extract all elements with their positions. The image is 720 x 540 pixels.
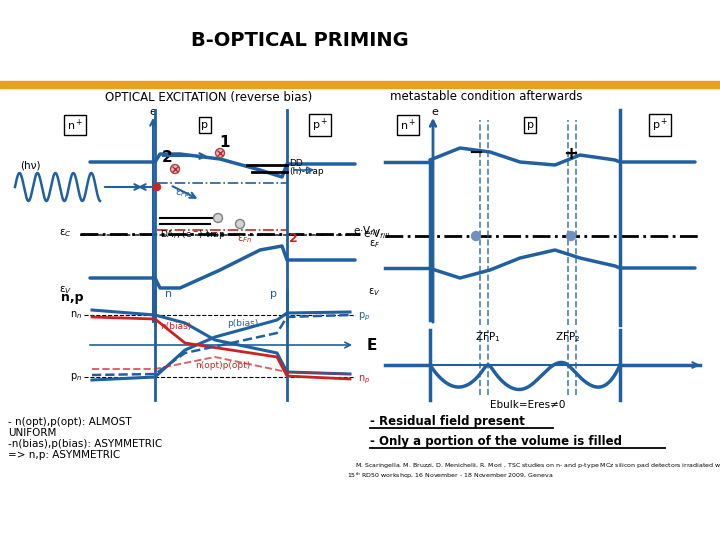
Text: 2: 2 bbox=[161, 150, 172, 165]
Text: n$^+$: n$^+$ bbox=[67, 117, 83, 133]
Text: Ebulk=Eres≠0: Ebulk=Eres≠0 bbox=[490, 400, 566, 410]
Text: p$_p$: p$_p$ bbox=[358, 311, 370, 323]
Text: e·V$_{fill}$: e·V$_{fill}$ bbox=[363, 227, 390, 241]
Text: B-OPTICAL PRIMING: B-OPTICAL PRIMING bbox=[191, 30, 409, 50]
Text: 1: 1 bbox=[220, 135, 230, 150]
Text: => n,p: ASYMMETRIC: => n,p: ASYMMETRIC bbox=[8, 450, 120, 460]
Text: -n(bias),p(bias): ASYMMETRIC: -n(bias),p(bias): ASYMMETRIC bbox=[8, 439, 162, 449]
Circle shape bbox=[472, 232, 480, 240]
Circle shape bbox=[214, 213, 222, 222]
Text: p$_n$: p$_n$ bbox=[70, 371, 82, 383]
Text: ZFP$_1$: ZFP$_1$ bbox=[475, 330, 500, 344]
Text: 15$^{th}$ RD50 workshop, 16 November - 18 November 2009, Geneva: 15$^{th}$ RD50 workshop, 16 November - 1… bbox=[347, 471, 553, 481]
Text: n,p: n,p bbox=[61, 291, 84, 303]
Text: ε$_C$: ε$_C$ bbox=[59, 227, 72, 239]
Text: +: + bbox=[564, 145, 578, 163]
Text: e: e bbox=[431, 107, 438, 117]
Text: UNIFORM: UNIFORM bbox=[8, 428, 56, 438]
Text: ε$_V$: ε$_V$ bbox=[368, 286, 380, 298]
Text: p: p bbox=[202, 120, 209, 130]
Circle shape bbox=[171, 165, 179, 173]
Text: e: e bbox=[150, 107, 156, 117]
Text: metastable condition afterwards: metastable condition afterwards bbox=[390, 91, 582, 104]
Circle shape bbox=[215, 148, 225, 158]
Text: n: n bbox=[165, 289, 172, 299]
Text: ε$_{Fp}$: ε$_{Fp}$ bbox=[175, 188, 190, 200]
Text: p: p bbox=[526, 120, 534, 130]
Text: p: p bbox=[270, 289, 277, 299]
Text: ε$_V$: ε$_V$ bbox=[59, 284, 72, 296]
Text: ZFP$_2$: ZFP$_2$ bbox=[555, 330, 580, 344]
Text: E: E bbox=[366, 338, 377, 353]
Text: OPTICAL EXCITATION (reverse bias): OPTICAL EXCITATION (reverse bias) bbox=[105, 91, 312, 104]
Circle shape bbox=[235, 219, 245, 228]
Text: - n(opt),p(opt): ALMOST: - n(opt),p(opt): ALMOST bbox=[8, 417, 132, 427]
Text: p$^+$: p$^+$ bbox=[312, 116, 328, 133]
Text: ε$_{Fn}$: ε$_{Fn}$ bbox=[237, 233, 252, 245]
Text: DD: DD bbox=[289, 159, 302, 167]
Circle shape bbox=[567, 232, 575, 240]
Text: n$^+$: n$^+$ bbox=[400, 117, 416, 133]
Text: e·V$_{fill}$: e·V$_{fill}$ bbox=[353, 224, 380, 238]
Text: (hν): (hν) bbox=[20, 160, 40, 170]
Text: p$^+$: p$^+$ bbox=[652, 116, 668, 133]
Text: ε$_F$: ε$_F$ bbox=[369, 238, 380, 250]
Text: (h)-trap: (h)-trap bbox=[289, 167, 323, 177]
Text: M. Scaringella, M. Bruzzi, D. Menichelli, R. Mori , TSC studies on n- and p-type: M. Scaringella, M. Bruzzi, D. Menichelli… bbox=[355, 461, 720, 471]
Text: p(bias): p(bias) bbox=[227, 319, 258, 327]
Circle shape bbox=[153, 184, 161, 191]
Text: n(bias): n(bias) bbox=[160, 322, 192, 332]
Text: - Residual field present: - Residual field present bbox=[370, 415, 525, 429]
Text: DA$_r$, (e$^-$)-trap: DA$_r$, (e$^-$)-trap bbox=[160, 228, 225, 241]
Text: 2: 2 bbox=[289, 232, 298, 245]
Text: n$_n$: n$_n$ bbox=[70, 309, 82, 321]
Bar bbox=[0, 81, 720, 88]
Text: n$_p$: n$_p$ bbox=[358, 374, 370, 386]
Text: n(opt)p(opt): n(opt)p(opt) bbox=[195, 361, 251, 370]
Text: - Only a portion of the volume is filled: - Only a portion of the volume is filled bbox=[370, 435, 622, 449]
Text: −: − bbox=[469, 144, 484, 162]
